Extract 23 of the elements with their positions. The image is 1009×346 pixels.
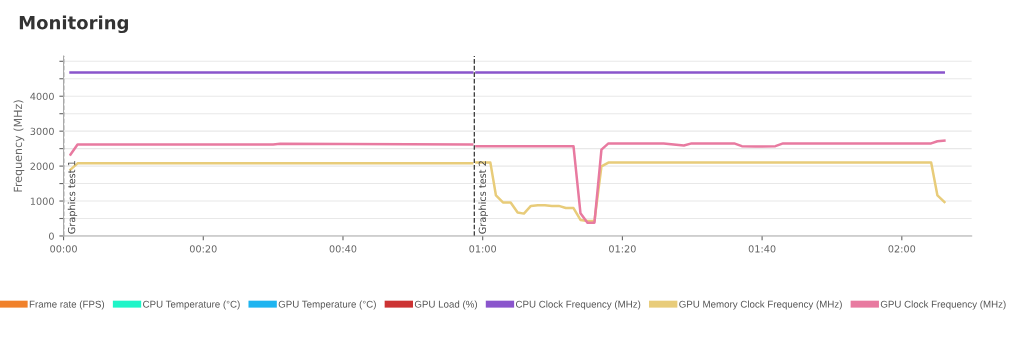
legend-label: GPU Load (%) bbox=[414, 300, 477, 310]
x-tick-label: 02:00 bbox=[888, 245, 916, 253]
x-tick-label: 01:40 bbox=[748, 245, 776, 253]
y-tick-label: 1000 bbox=[30, 197, 54, 205]
y-axis-title: Frequency (MHz) bbox=[13, 100, 25, 192]
legend-label: Frame rate (FPS) bbox=[29, 300, 105, 310]
x-tick-label: 01:00 bbox=[469, 245, 497, 253]
x-tick-label: 00:20 bbox=[189, 245, 217, 253]
x-tick-label: 00:40 bbox=[329, 245, 357, 253]
ref-line-label: Graphics test 2 bbox=[478, 161, 488, 234]
y-tick-label: 2000 bbox=[30, 162, 54, 170]
x-tick-label: 01:20 bbox=[609, 245, 636, 253]
legend-label: GPU Clock Frequency (MHz) bbox=[880, 300, 1006, 310]
x-tick-label: 00:00 bbox=[50, 245, 77, 253]
legend-label: CPU Temperature (°C) bbox=[143, 300, 240, 310]
ref-line-label: Graphics test 1 bbox=[67, 161, 78, 234]
legend-label: CPU Clock Frequency (MHz) bbox=[516, 300, 641, 310]
chart-title: Monitoring bbox=[19, 15, 128, 34]
y-tick-label: 0 bbox=[48, 232, 54, 240]
legend-label: GPU Temperature (°C) bbox=[278, 300, 376, 310]
y-tick-label: 4000 bbox=[30, 92, 54, 101]
legend-label: GPU Memory Clock Frequency (MHz) bbox=[679, 300, 842, 310]
y-tick-label: 3000 bbox=[30, 127, 54, 135]
